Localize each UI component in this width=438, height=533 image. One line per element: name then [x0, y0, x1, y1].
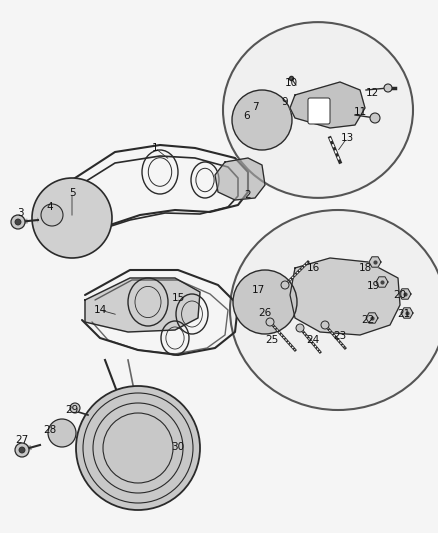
Polygon shape [290, 82, 365, 128]
Text: 24: 24 [306, 335, 320, 345]
Circle shape [132, 442, 144, 454]
Text: 21: 21 [397, 309, 411, 319]
Text: 13: 13 [340, 133, 353, 143]
Text: 14: 14 [93, 305, 106, 315]
Polygon shape [366, 313, 378, 323]
Circle shape [321, 321, 329, 329]
Circle shape [59, 430, 65, 436]
Text: 30: 30 [171, 442, 184, 452]
Polygon shape [290, 258, 400, 335]
Text: 23: 23 [333, 331, 346, 341]
Text: 27: 27 [15, 435, 28, 445]
Text: 12: 12 [365, 88, 378, 98]
Polygon shape [376, 277, 388, 287]
Text: 19: 19 [366, 281, 380, 291]
Circle shape [47, 210, 57, 220]
Circle shape [254, 112, 270, 128]
Circle shape [41, 204, 63, 226]
Text: 2: 2 [245, 190, 251, 200]
Text: 4: 4 [47, 202, 53, 212]
Circle shape [15, 443, 29, 457]
Circle shape [258, 116, 266, 124]
Text: 1: 1 [152, 143, 158, 153]
Circle shape [266, 318, 274, 326]
Circle shape [76, 386, 200, 510]
Polygon shape [399, 289, 411, 299]
Circle shape [370, 113, 380, 123]
Circle shape [281, 281, 289, 289]
Text: 17: 17 [251, 285, 265, 295]
Circle shape [44, 190, 100, 246]
Circle shape [233, 270, 297, 334]
Circle shape [49, 213, 54, 217]
Circle shape [48, 419, 76, 447]
Circle shape [70, 403, 80, 413]
Circle shape [88, 398, 188, 498]
Text: 11: 11 [353, 107, 367, 117]
Text: 25: 25 [265, 335, 279, 345]
Circle shape [58, 204, 86, 232]
Ellipse shape [230, 210, 438, 410]
FancyBboxPatch shape [308, 98, 330, 124]
Text: 5: 5 [69, 188, 75, 198]
Polygon shape [369, 257, 381, 267]
Polygon shape [401, 308, 413, 318]
Text: 29: 29 [65, 405, 79, 415]
Polygon shape [85, 278, 200, 332]
Circle shape [296, 324, 304, 332]
Circle shape [255, 292, 275, 312]
Circle shape [260, 297, 270, 307]
Circle shape [15, 219, 21, 225]
Text: 28: 28 [43, 425, 57, 435]
Ellipse shape [223, 22, 413, 198]
Text: 16: 16 [306, 263, 320, 273]
Circle shape [11, 215, 25, 229]
Circle shape [232, 90, 292, 150]
Text: 10: 10 [284, 78, 297, 88]
Text: 15: 15 [171, 293, 185, 303]
Circle shape [56, 427, 68, 439]
Text: 6: 6 [244, 111, 250, 121]
Circle shape [116, 426, 160, 470]
Polygon shape [215, 158, 265, 200]
Circle shape [19, 447, 25, 453]
Circle shape [126, 436, 150, 460]
Circle shape [32, 178, 112, 258]
Text: 18: 18 [358, 263, 371, 273]
Text: 3: 3 [17, 208, 23, 218]
Text: 26: 26 [258, 308, 272, 318]
Text: 7: 7 [252, 102, 258, 112]
Circle shape [384, 84, 392, 92]
Circle shape [245, 282, 285, 322]
Text: 20: 20 [393, 290, 406, 300]
Circle shape [65, 211, 79, 225]
Text: 9: 9 [282, 97, 288, 107]
Circle shape [100, 410, 176, 486]
Text: 22: 22 [361, 315, 374, 325]
Circle shape [244, 102, 280, 138]
